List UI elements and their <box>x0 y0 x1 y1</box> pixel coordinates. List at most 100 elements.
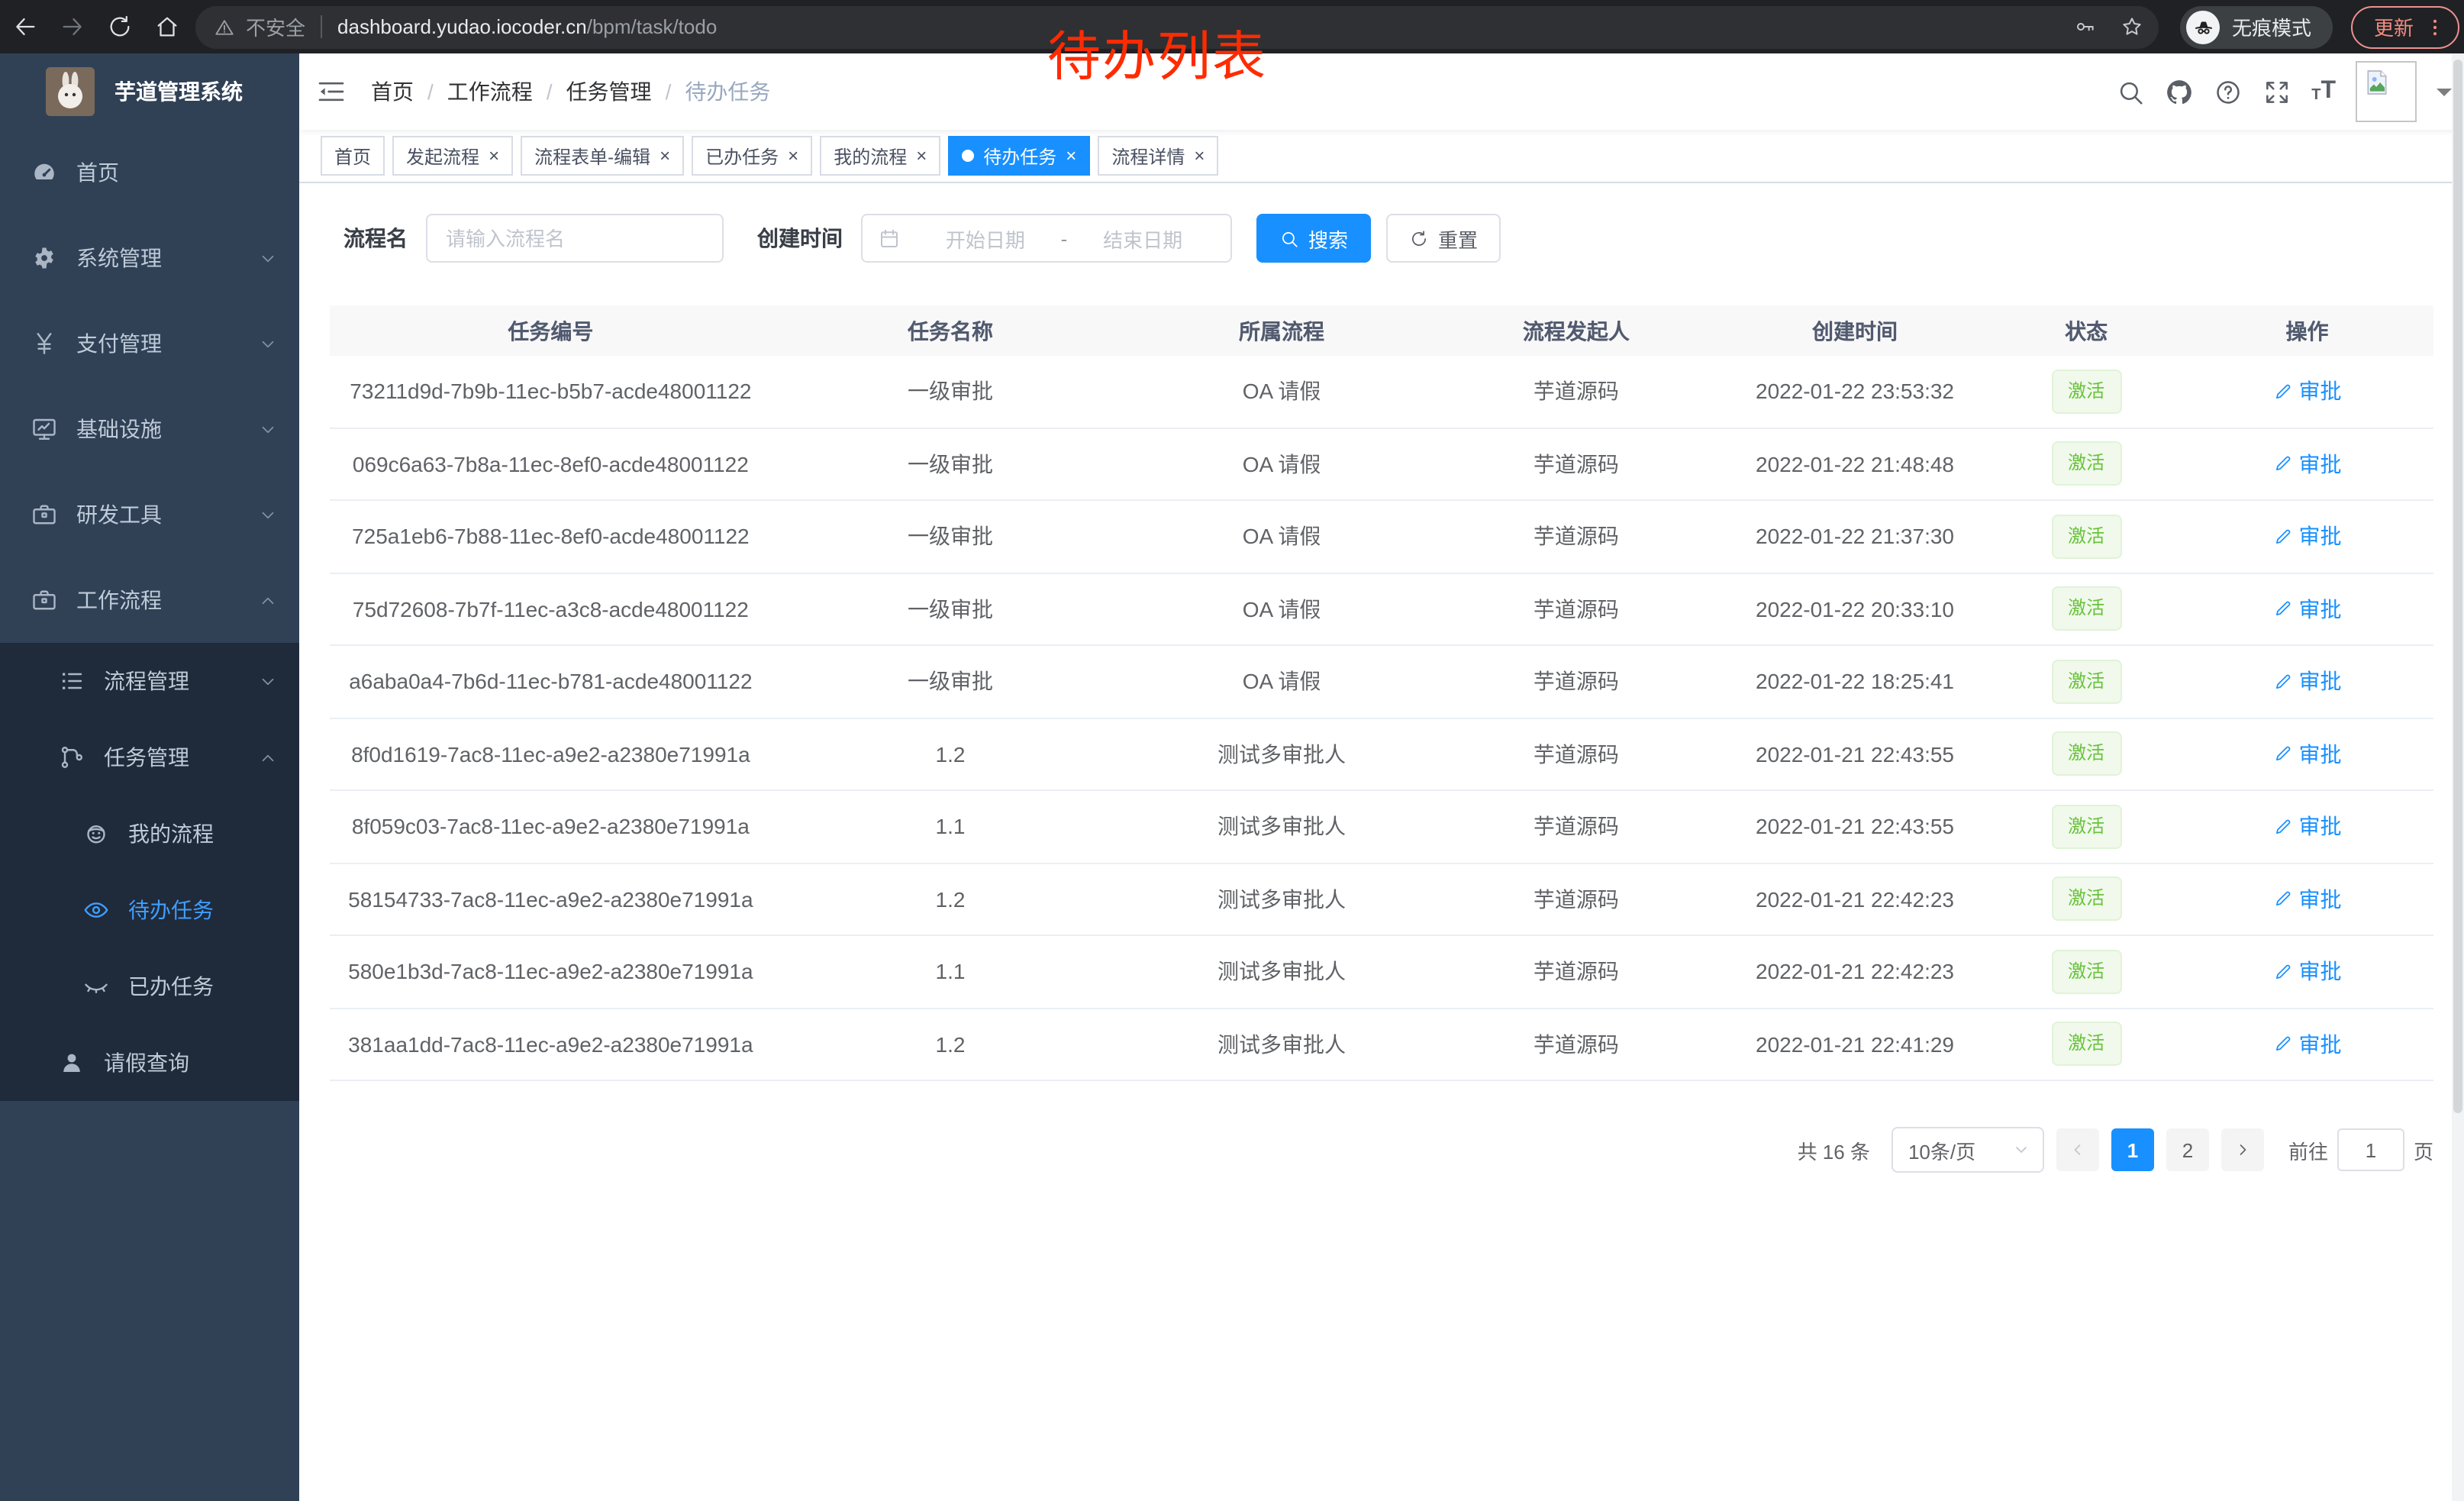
sidebar-item-1[interactable]: 支付管理 <box>0 301 299 386</box>
user-icon <box>58 1049 85 1077</box>
tab-label: 发起流程 <box>406 146 480 167</box>
breadcrumb-item[interactable]: 首页 <box>371 76 447 107</box>
cell-task-id: 069c6a63-7b8a-11ec-8ef0-acde48001122 <box>352 451 749 476</box>
sidebar-item-1[interactable]: 工作流程 <box>0 557 299 643</box>
cell-task-name: 1.1 <box>935 814 966 839</box>
sidebar-item-3[interactable]: 我的流程 <box>0 796 299 872</box>
flow-tree-icon <box>58 744 85 771</box>
browser-reload-icon[interactable] <box>107 14 133 40</box>
prev-page-button[interactable] <box>2056 1128 2099 1171</box>
font-size-icon[interactable] <box>2311 79 2336 104</box>
monitor-icon <box>31 415 58 443</box>
logo-bar[interactable]: 芋道管理系统 <box>0 53 299 130</box>
cell-process: OA 请假 <box>1242 596 1321 621</box>
cell-create-time: 2022-01-21 22:43:55 <box>1756 741 1954 767</box>
page-number-button[interactable]: 1 <box>2111 1128 2154 1171</box>
approve-link[interactable]: 审批 <box>2273 521 2342 552</box>
approve-link[interactable]: 审批 <box>2273 739 2342 770</box>
search-icon[interactable] <box>2116 77 2145 106</box>
goto-page-input[interactable] <box>2337 1128 2404 1171</box>
tab[interactable]: 待办任务 <box>948 136 1091 176</box>
tab[interactable]: 流程详情 <box>1098 136 1219 176</box>
sidebar-item-active[interactable]: 待办任务 <box>0 872 299 948</box>
sidebar-item-2[interactable]: 流程管理 <box>0 643 299 719</box>
search-button-icon <box>1279 228 1299 248</box>
password-key-icon[interactable] <box>2073 15 2096 38</box>
cell-task-id: 73211d9d-7b9b-11ec-b5b7-acde48001122 <box>350 379 752 404</box>
page-number-button[interactable]: 2 <box>2166 1128 2209 1171</box>
task-table: 任务编号 任务名称 所属流程 流程发起人 创建时间 状态 操作 73211d9d-7b9b-… <box>330 305 2433 1081</box>
browser-home-icon[interactable] <box>154 14 180 40</box>
tab[interactable]: 我的流程 <box>820 136 941 176</box>
cell-task-id: 580e1b3d-7ac8-11ec-a9e2-a2380e71991a <box>348 959 753 984</box>
tab-close-icon[interactable] <box>1066 147 1076 165</box>
chevron-down-icon <box>2012 1141 2030 1159</box>
sidebar-item-2[interactable]: 请假查询 <box>0 1025 299 1101</box>
table-header: 任务编号 任务名称 所属流程 流程发起人 创建时间 状态 操作 <box>330 305 2433 356</box>
date-range-picker[interactable]: 开始日期 - 结束日期 <box>861 214 1232 263</box>
sidebar-item-2[interactable]: 任务管理 <box>0 719 299 796</box>
sidebar-item-label: 首页 <box>76 160 119 185</box>
page-size-select[interactable]: 10条/页 <box>1891 1127 2044 1173</box>
breadcrumb-item[interactable]: 工作流程 <box>447 76 566 107</box>
tab[interactable]: 已办任务 <box>692 136 813 176</box>
tab[interactable]: 首页 <box>321 136 385 176</box>
sidebar-item-label: 待办任务 <box>128 898 214 922</box>
github-icon[interactable] <box>2165 77 2194 106</box>
browser-forward-icon[interactable] <box>60 14 85 40</box>
process-name-input[interactable] <box>426 214 724 263</box>
edit-icon <box>2273 817 2293 837</box>
divider <box>321 15 323 38</box>
tab-close-icon[interactable] <box>660 147 670 165</box>
avatar[interactable] <box>2356 61 2417 122</box>
sidebar-item-label: 支付管理 <box>76 331 162 356</box>
scrollbar[interactable] <box>2452 53 2464 1501</box>
approve-link[interactable]: 审批 <box>2273 594 2342 625</box>
approve-link[interactable]: 审批 <box>2273 449 2342 479</box>
cell-create-time: 2022-01-22 21:48:48 <box>1756 451 1954 476</box>
sidebar-item-1[interactable]: 系统管理 <box>0 215 299 301</box>
browser-chrome: 不安全 dashboard.yudao.iocoder.cn/bpm/task/… <box>0 0 2464 53</box>
browser-back-icon[interactable] <box>12 14 38 40</box>
security-label[interactable]: 不安全 <box>246 17 306 40</box>
approve-link[interactable]: 审批 <box>2273 1029 2342 1060</box>
sidebar-item-label: 工作流程 <box>76 588 162 612</box>
help-icon[interactable] <box>2214 77 2243 106</box>
sidebar-item-3[interactable]: 已办任务 <box>0 948 299 1025</box>
tab[interactable]: 发起流程 <box>392 136 514 176</box>
approve-link[interactable]: 审批 <box>2273 957 2342 987</box>
start-date-placeholder[interactable]: 开始日期 <box>945 228 1025 251</box>
end-date-placeholder[interactable]: 结束日期 <box>1103 228 1183 251</box>
browser-menu-icon[interactable] <box>2424 16 2446 37</box>
address-bar[interactable]: 不安全 dashboard.yudao.iocoder.cn/bpm/task/… <box>195 5 2159 48</box>
breadcrumb-item[interactable]: 任务管理 <box>566 76 685 107</box>
tab-close-icon[interactable] <box>1194 147 1205 165</box>
fullscreen-icon[interactable] <box>2262 77 2291 106</box>
reset-button[interactable]: 重置 <box>1386 214 1501 263</box>
table-row: 381aa1dd-7ac8-11ec-a9e2-a2380e71991a 1.2… <box>330 1009 2433 1081</box>
tab-close-icon[interactable] <box>489 147 499 165</box>
sidebar-collapse-icon[interactable] <box>316 76 347 107</box>
cell-starter: 芋道源码 <box>1533 741 1619 767</box>
approve-link[interactable]: 审批 <box>2273 376 2342 407</box>
incognito-icon <box>2186 10 2220 44</box>
next-page-button[interactable] <box>2221 1128 2264 1171</box>
caret-down-icon[interactable] <box>2437 88 2452 103</box>
approve-link[interactable]: 审批 <box>2273 812 2342 842</box>
sidebar-item-1[interactable]: 研发工具 <box>0 472 299 557</box>
tab[interactable]: 流程表单-编辑 <box>521 136 685 176</box>
cell-task-id: 8f059c03-7ac8-11ec-a9e2-a2380e71991a <box>351 814 750 839</box>
cell-task-name: 一级审批 <box>908 379 993 404</box>
browser-update-button[interactable]: 更新 <box>2351 5 2460 48</box>
sidebar-item-1[interactable]: 首页 <box>0 130 299 215</box>
sidebar-item-1[interactable]: 基础设施 <box>0 386 299 472</box>
tab-close-icon[interactable] <box>916 147 927 165</box>
bookmark-star-icon[interactable] <box>2121 15 2143 38</box>
status-badge: 激活 <box>2051 514 2122 559</box>
search-button[interactable]: 搜索 <box>1256 214 1372 263</box>
tab-close-icon[interactable] <box>788 147 798 165</box>
approve-link[interactable]: 审批 <box>2273 667 2342 697</box>
scrollbar-thumb[interactable] <box>2453 60 2462 1113</box>
approve-link[interactable]: 审批 <box>2273 884 2342 915</box>
main-area: 首页工作流程任务管理待办任务 首页 发起流程 流程表单-编 <box>299 53 2464 1501</box>
